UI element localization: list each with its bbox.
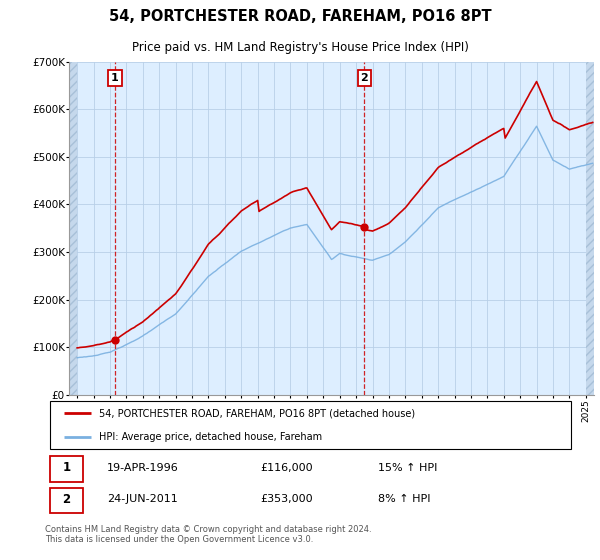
Text: 19-APR-1996: 19-APR-1996 — [107, 463, 179, 473]
Text: 2: 2 — [361, 73, 368, 83]
FancyBboxPatch shape — [50, 488, 83, 513]
Text: 1: 1 — [62, 461, 71, 474]
FancyBboxPatch shape — [50, 456, 83, 482]
Text: Contains HM Land Registry data © Crown copyright and database right 2024.
This d: Contains HM Land Registry data © Crown c… — [45, 525, 371, 544]
Text: £116,000: £116,000 — [260, 463, 313, 473]
FancyBboxPatch shape — [50, 402, 571, 449]
Bar — [586, 62, 594, 395]
Text: 24-JUN-2011: 24-JUN-2011 — [107, 494, 178, 504]
Text: 2: 2 — [62, 493, 71, 506]
Text: HPI: Average price, detached house, Fareham: HPI: Average price, detached house, Fare… — [98, 432, 322, 442]
Text: 8% ↑ HPI: 8% ↑ HPI — [378, 494, 430, 504]
Text: 54, PORTCHESTER ROAD, FAREHAM, PO16 8PT: 54, PORTCHESTER ROAD, FAREHAM, PO16 8PT — [109, 9, 491, 24]
Text: 54, PORTCHESTER ROAD, FAREHAM, PO16 8PT (detached house): 54, PORTCHESTER ROAD, FAREHAM, PO16 8PT … — [98, 408, 415, 418]
Text: £353,000: £353,000 — [260, 494, 313, 504]
Text: 15% ↑ HPI: 15% ↑ HPI — [378, 463, 437, 473]
Bar — [69, 62, 77, 395]
Text: 1: 1 — [111, 73, 119, 83]
Text: Price paid vs. HM Land Registry's House Price Index (HPI): Price paid vs. HM Land Registry's House … — [131, 41, 469, 54]
